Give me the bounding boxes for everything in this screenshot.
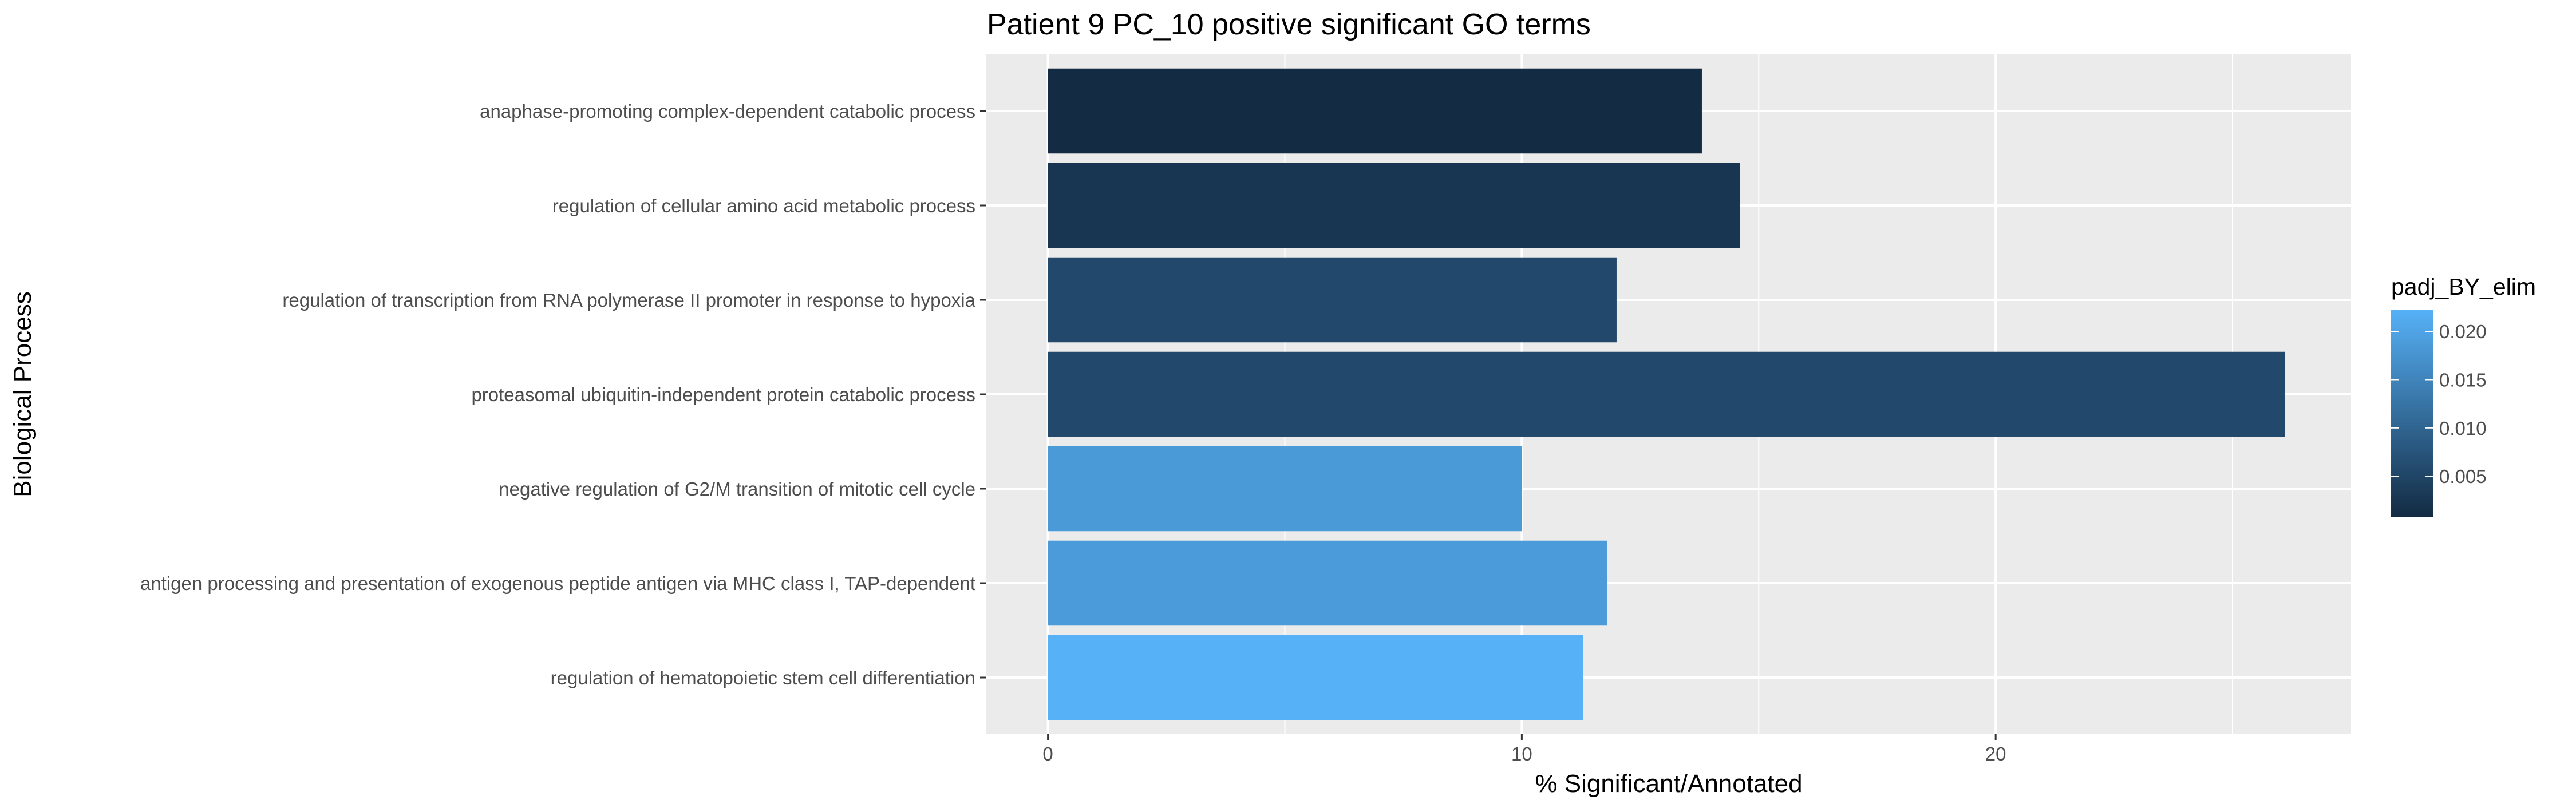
bar bbox=[1048, 68, 1702, 154]
category-label: antigen processing and presentation of e… bbox=[140, 573, 975, 594]
x-tick-label: 10 bbox=[1511, 743, 1532, 765]
bars bbox=[1048, 68, 2285, 720]
bar bbox=[1048, 351, 2285, 437]
x-axis-title: % Significant/Annotated bbox=[1535, 770, 1802, 798]
x-tick-label: 0 bbox=[1042, 743, 1053, 765]
x-axis-ticks: 0 10 20 bbox=[1042, 734, 2006, 765]
y-axis-title: Biological Process bbox=[9, 291, 37, 497]
bar bbox=[1048, 446, 1522, 532]
bar bbox=[1048, 540, 1607, 626]
category-label: regulation of transcription from RNA pol… bbox=[282, 290, 975, 311]
legend-title: padj_BY_elim bbox=[2391, 274, 2536, 300]
category-labels: anaphase-promoting complex-dependent cat… bbox=[140, 101, 986, 688]
bar bbox=[1048, 163, 1740, 248]
bar bbox=[1048, 257, 1617, 343]
category-label: proteasomal ubiquitin-independent protei… bbox=[471, 384, 975, 405]
legend-tick-label: 0.010 bbox=[2439, 418, 2487, 439]
category-label: regulation of cellular amino acid metabo… bbox=[552, 195, 975, 216]
legend-tick-label: 0.020 bbox=[2439, 321, 2487, 342]
bar bbox=[1048, 635, 1583, 720]
legend-ticks: 0.005 0.010 0.015 0.020 bbox=[2391, 321, 2487, 487]
category-label: anaphase-promoting complex-dependent cat… bbox=[480, 101, 975, 122]
legend: padj_BY_elim 0.005 0.010 0.015 0.020 bbox=[2391, 274, 2536, 517]
legend-tick-label: 0.015 bbox=[2439, 369, 2487, 390]
category-label: regulation of hematopoietic stem cell di… bbox=[551, 667, 975, 688]
legend-tick-label: 0.005 bbox=[2439, 466, 2487, 487]
x-tick-label: 20 bbox=[1985, 743, 2006, 765]
category-label: negative regulation of G2/M transition o… bbox=[499, 478, 975, 500]
chart-title: Patient 9 PC_10 positive significant GO … bbox=[987, 8, 1591, 41]
legend-colorbar bbox=[2391, 310, 2433, 517]
